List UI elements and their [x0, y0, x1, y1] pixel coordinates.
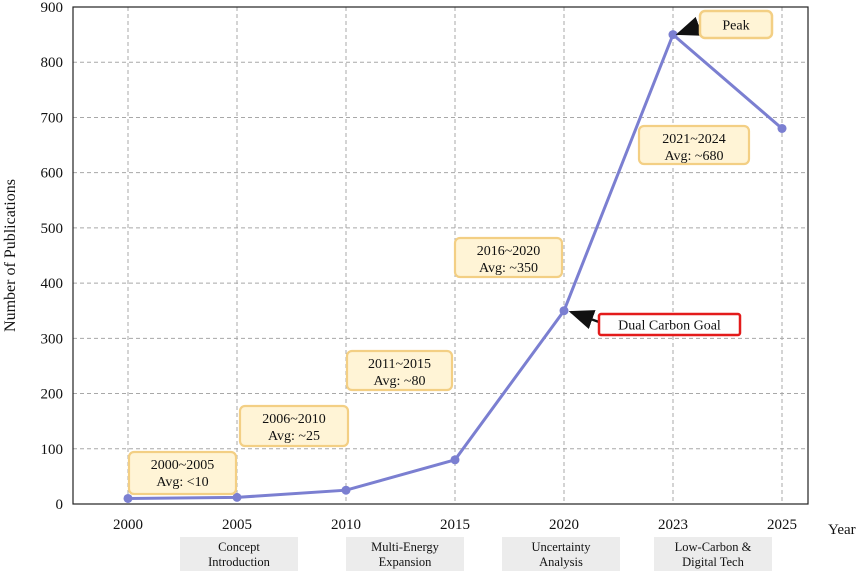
data-point — [559, 306, 569, 316]
callout-box — [698, 9, 774, 40]
data-point — [668, 30, 678, 40]
grid-lines — [73, 6, 808, 504]
callout-text: Peak — [722, 19, 749, 34]
period-range-text: 2000~2005 — [151, 458, 215, 473]
x-tick-label: 2000 — [113, 517, 143, 533]
y-tick-label: 200 — [41, 387, 64, 403]
stage-label-line: Digital Tech — [682, 555, 744, 569]
y-tick-label: 800 — [41, 55, 64, 71]
period-range-text: 2016~2020 — [477, 244, 541, 259]
period-average-text: Avg: <10 — [156, 475, 208, 490]
callout-arrow — [675, 16, 703, 36]
stage-label-box — [654, 537, 772, 571]
period-annotation-box — [453, 236, 564, 279]
stage-label-line: Introduction — [208, 555, 271, 569]
x-tick-label: 2025 — [767, 517, 797, 533]
dual-carbon-callout: Dual Carbon Goal — [568, 310, 742, 337]
period-average-text: Avg: ~680 — [664, 149, 723, 164]
stage-label-line: Multi-Energy — [371, 540, 440, 554]
axes — [72, 6, 809, 505]
period-average-text: Avg: ~350 — [479, 261, 538, 276]
callout-arrow — [568, 310, 600, 329]
x-axis-label: Year — [828, 522, 856, 538]
period-average-text: Avg: ~80 — [373, 374, 425, 389]
period-range-text: 2006~2010 — [262, 412, 326, 427]
y-axis-label: Number of Publications — [2, 179, 19, 332]
period-annotation: 2016~2020 Avg: ~350 — [453, 236, 564, 279]
period-annotation: 2011~2015 Avg: ~80 — [345, 349, 454, 392]
stage-label-box — [502, 537, 620, 571]
period-range-text: 2021~2024 — [662, 132, 726, 147]
y-tick-label: 100 — [41, 442, 64, 458]
x-tick-label: 2020 — [549, 517, 579, 533]
y-tick-label: 900 — [41, 0, 64, 16]
x-tick-label: 2010 — [331, 517, 361, 533]
y-tick-label: 700 — [41, 110, 64, 126]
series-layer — [123, 30, 787, 503]
stage-label-line: Expansion — [379, 555, 433, 569]
period-average-text: Avg: ~25 — [268, 429, 320, 444]
x-tick-label: 2005 — [222, 517, 252, 533]
tick-labels: 0 100 200 300 400 500 600 700 800 900 2000 2005 2010… — [41, 0, 798, 533]
x-tick-label: 2023 — [658, 517, 688, 533]
x-tick-label: 2015 — [440, 517, 470, 533]
callout-layer: Dual Carbon Goal Peak — [568, 9, 774, 337]
callout-text: Dual Carbon Goal — [618, 319, 721, 334]
data-point — [450, 455, 460, 465]
annotation-layer: 2000~2005 Avg: <10 2006~2010 Avg: ~25 2011~2… — [127, 124, 751, 496]
plot-frame — [72, 6, 809, 505]
stage-label-line: Uncertainty — [531, 540, 591, 554]
period-annotation: 2000~2005 Avg: <10 — [127, 450, 238, 496]
period-range-text: 2011~2015 — [368, 357, 431, 372]
stage-label-box — [180, 537, 298, 571]
data-point — [341, 485, 351, 495]
period-annotation-box — [238, 404, 350, 448]
stage-label-line: Low-Carbon & — [675, 540, 752, 554]
period-annotation: 2006~2010 Avg: ~25 — [238, 404, 350, 448]
peak-callout: Peak — [675, 9, 774, 40]
data-point — [777, 123, 787, 133]
period-annotation-box — [637, 124, 751, 166]
stage-label-line: Analysis — [539, 555, 583, 569]
data-point — [123, 493, 133, 503]
stage-label-box — [346, 537, 464, 571]
y-tick-label: 600 — [41, 166, 64, 182]
y-tick-label: 300 — [41, 331, 64, 347]
period-annotation-box — [127, 450, 238, 496]
callout-box — [597, 312, 742, 337]
y-tick-label: 0 — [56, 497, 64, 513]
stage-label: Low-Carbon &Digital Tech — [654, 537, 772, 571]
y-tick-label: 400 — [41, 276, 64, 292]
data-point — [232, 492, 242, 502]
period-annotation: 2021~2024 Avg: ~680 — [637, 124, 751, 166]
stage-label-line: Concept — [218, 540, 260, 554]
y-tick-label: 500 — [41, 221, 64, 237]
period-annotation-box — [345, 349, 454, 392]
